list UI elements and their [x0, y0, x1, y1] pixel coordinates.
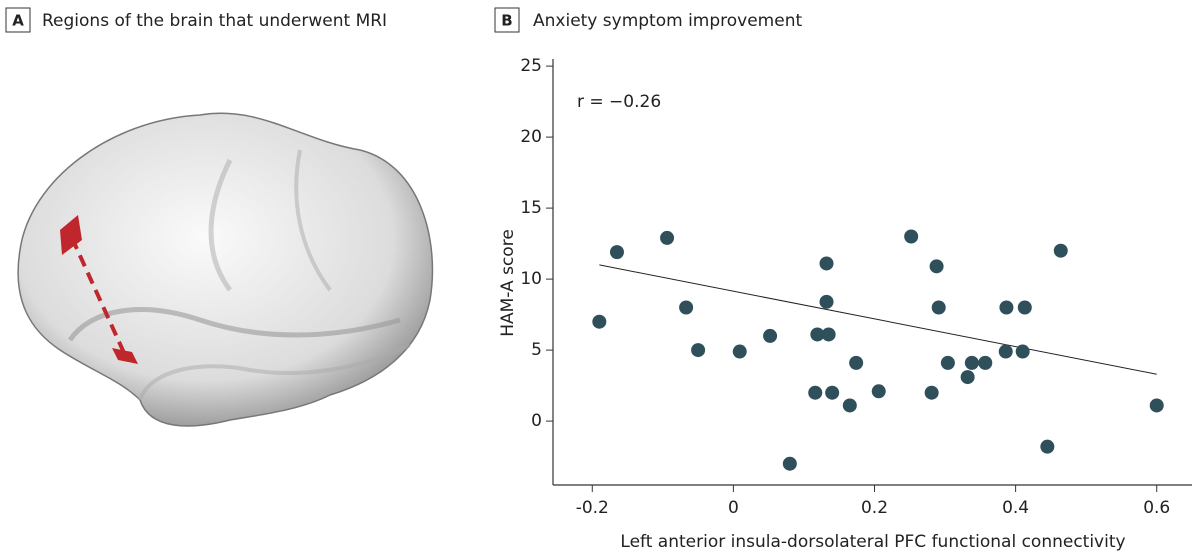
point [808, 385, 823, 400]
panel-b-box [494, 7, 520, 33]
point [819, 256, 834, 271]
x-tick-label: 0 [728, 498, 739, 518]
point [871, 384, 886, 399]
point [998, 344, 1013, 359]
point [821, 327, 836, 342]
fit-line [599, 264, 1157, 375]
y-tick-label: 20 [520, 127, 542, 147]
point [1017, 300, 1032, 315]
panel-label: B [501, 12, 512, 30]
point [924, 385, 939, 400]
chart-title: Anxiety symptom improvement [533, 11, 802, 31]
point [1149, 398, 1164, 413]
point [978, 355, 993, 370]
point [592, 314, 607, 329]
point [732, 344, 747, 359]
point [691, 343, 706, 358]
panel-a-box [5, 7, 31, 33]
point [609, 245, 624, 260]
brain-image [17, 112, 434, 427]
y-tick-label: 5 [531, 340, 542, 360]
y-axis-title: HAM-A score [498, 229, 518, 337]
point [782, 456, 797, 471]
point [1053, 243, 1068, 258]
x-tick-label: -0.2 [576, 498, 609, 518]
x-tick-label: 0.4 [1002, 498, 1029, 518]
point [660, 230, 675, 245]
y-tick-label: 15 [520, 198, 542, 218]
point [904, 229, 919, 244]
point [1040, 439, 1055, 454]
x-axis-title: Left anterior insula-dorsolateral PFC fu… [620, 532, 1125, 552]
y-tick-label: 0 [531, 411, 542, 431]
y-tick-label: 25 [520, 56, 542, 76]
point [999, 300, 1014, 315]
point [810, 327, 825, 342]
x-tick-label: 0.2 [861, 498, 888, 518]
point [960, 370, 975, 385]
point [1015, 344, 1030, 359]
point [849, 355, 864, 370]
point [825, 385, 840, 400]
y-tick-label: 10 [520, 269, 542, 289]
panel-title: Regions of the brain that underwent MRI [42, 11, 387, 31]
x-tick-label: 0.6 [1143, 498, 1170, 518]
annotation: r = −0.26 [577, 92, 661, 112]
point [940, 355, 955, 370]
point [819, 294, 834, 309]
point [931, 300, 946, 315]
point [842, 398, 857, 413]
point [929, 259, 944, 274]
panel-label: A [12, 12, 24, 30]
point [679, 300, 694, 315]
point [763, 328, 778, 343]
point [964, 355, 979, 370]
